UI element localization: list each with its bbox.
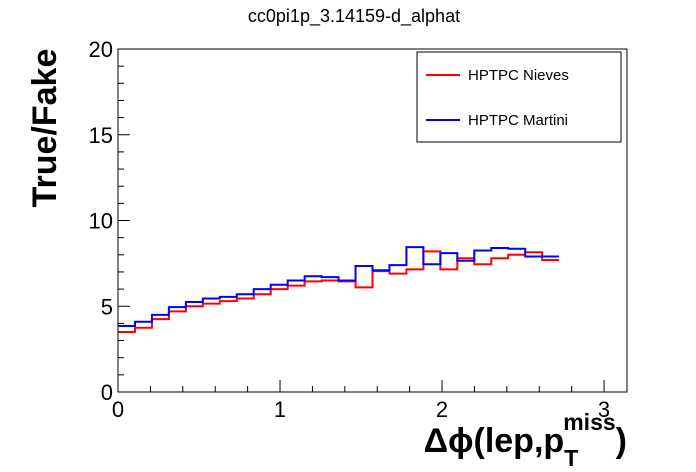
y-tick-label: 0 <box>101 380 113 405</box>
legend-box <box>416 51 622 143</box>
x-axis-label-subscript: T <box>564 445 578 471</box>
histogram-series-group <box>118 246 560 333</box>
x-tick-label: 2 <box>436 397 448 422</box>
y-tick-label: 10 <box>89 209 113 234</box>
y-tick-label: 20 <box>89 37 113 62</box>
y-tick-label: 5 <box>101 294 113 319</box>
y-tick-label: 15 <box>89 123 113 148</box>
legend-label-martini: HPTPC Martini <box>468 112 568 129</box>
y-axis-label: True/Fake <box>26 49 64 208</box>
legend-label-nieves: HPTPC Nieves <box>468 67 569 84</box>
x-tick-label: 0 <box>112 397 124 422</box>
x-tick-label: 1 <box>274 397 286 422</box>
axes-group: 0 1 2 3 0 5 10 15 20 <box>89 37 611 422</box>
histogram-line-series-1 <box>118 246 560 327</box>
chart-title: cc0pi1p_3.14159-d_alphat <box>248 6 460 27</box>
x-axis-label-close: ) <box>616 422 627 460</box>
x-axis-label-superscript: miss <box>563 409 615 435</box>
x-axis-label-main: Δϕ(lep,p <box>424 422 565 460</box>
x-axis-label: Δϕ(lep,pTmiss) <box>424 409 627 471</box>
histogram-line-series-0 <box>118 250 560 333</box>
legend: HPTPC Nieves HPTPC Martini <box>416 51 622 143</box>
x-tick-label: 3 <box>598 397 610 422</box>
